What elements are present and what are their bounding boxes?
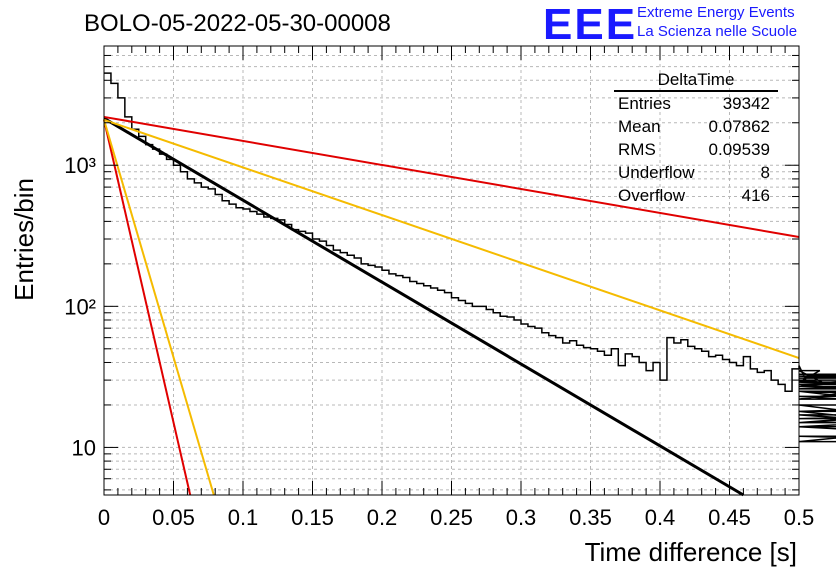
fit-line <box>103 119 215 496</box>
fit-line <box>103 117 745 497</box>
axis-ticks <box>103 45 800 495</box>
logo-line-1: Extreme Energy Events <box>637 4 795 21</box>
histogram <box>104 72 836 443</box>
logo-line-2: La Scienza nelle Scuole <box>637 23 798 40</box>
stats-value: 0.09539 <box>708 140 770 159</box>
stats-row: Underflow 8 <box>612 161 780 184</box>
x-tick-label: 0.4 <box>645 505 676 530</box>
x-tick-label: 0.2 <box>367 505 398 530</box>
stats-row: RMS 0.09539 <box>612 138 780 161</box>
x-tick-label: 0.15 <box>291 505 334 530</box>
x-tick-label: 0.45 <box>708 505 751 530</box>
eee-logo: EEE <box>543 0 638 49</box>
stats-value: 8 <box>760 163 770 182</box>
stats-value: 0.07862 <box>708 117 770 136</box>
stats-label: Underflow <box>618 163 695 182</box>
histogram-steps <box>104 72 836 443</box>
x-tick-label: 0.35 <box>569 505 612 530</box>
x-axis-label: Time difference [s] <box>585 537 797 567</box>
fit-line <box>103 119 192 496</box>
fit-line <box>103 115 800 238</box>
stats-value: 416 <box>741 186 770 205</box>
stats-row: Mean 0.07862 <box>612 115 780 138</box>
y-tick-label: 10 <box>72 435 96 460</box>
x-tick-label: 0 <box>98 505 110 530</box>
x-tick-label: 0.3 <box>506 505 537 530</box>
stats-row: Overflow 416 <box>612 184 780 207</box>
fit-line <box>103 118 800 359</box>
x-tick-label: 0.1 <box>228 505 259 530</box>
fit-lines <box>103 115 800 497</box>
y-tick-label: 10³ <box>64 153 96 178</box>
chart-title: BOLO-05-2022-05-30-00008 <box>84 10 391 37</box>
x-tick-label: 0.5 <box>784 505 815 530</box>
logo-caption: Extreme Energy Events La Scienza nelle S… <box>637 3 797 41</box>
stats-label: RMS <box>618 140 656 159</box>
stats-label: Overflow <box>618 186 686 205</box>
x-tick-label: 0.25 <box>430 505 473 530</box>
stats-row: Entries 39342 <box>612 92 780 115</box>
stats-title: DeltaTime <box>614 70 778 92</box>
stats-value: 39342 <box>722 94 770 113</box>
stats-label: Mean <box>618 117 661 136</box>
y-axis-label: Entries/bin <box>9 178 39 301</box>
y-tick-label: 10² <box>64 294 96 319</box>
x-tick-label: 0.05 <box>152 505 195 530</box>
axis-tick-labels: 0 0.05 0.1 0.15 0.2 0.25 0.3 0.35 0.4 0.45 0.5 10 10… <box>64 153 814 530</box>
stats-label: Entries <box>618 94 671 113</box>
stats-box: DeltaTime Entries 39342 Mean 0.07862 RMS 0.… <box>612 70 780 207</box>
grid-lines <box>104 45 799 495</box>
